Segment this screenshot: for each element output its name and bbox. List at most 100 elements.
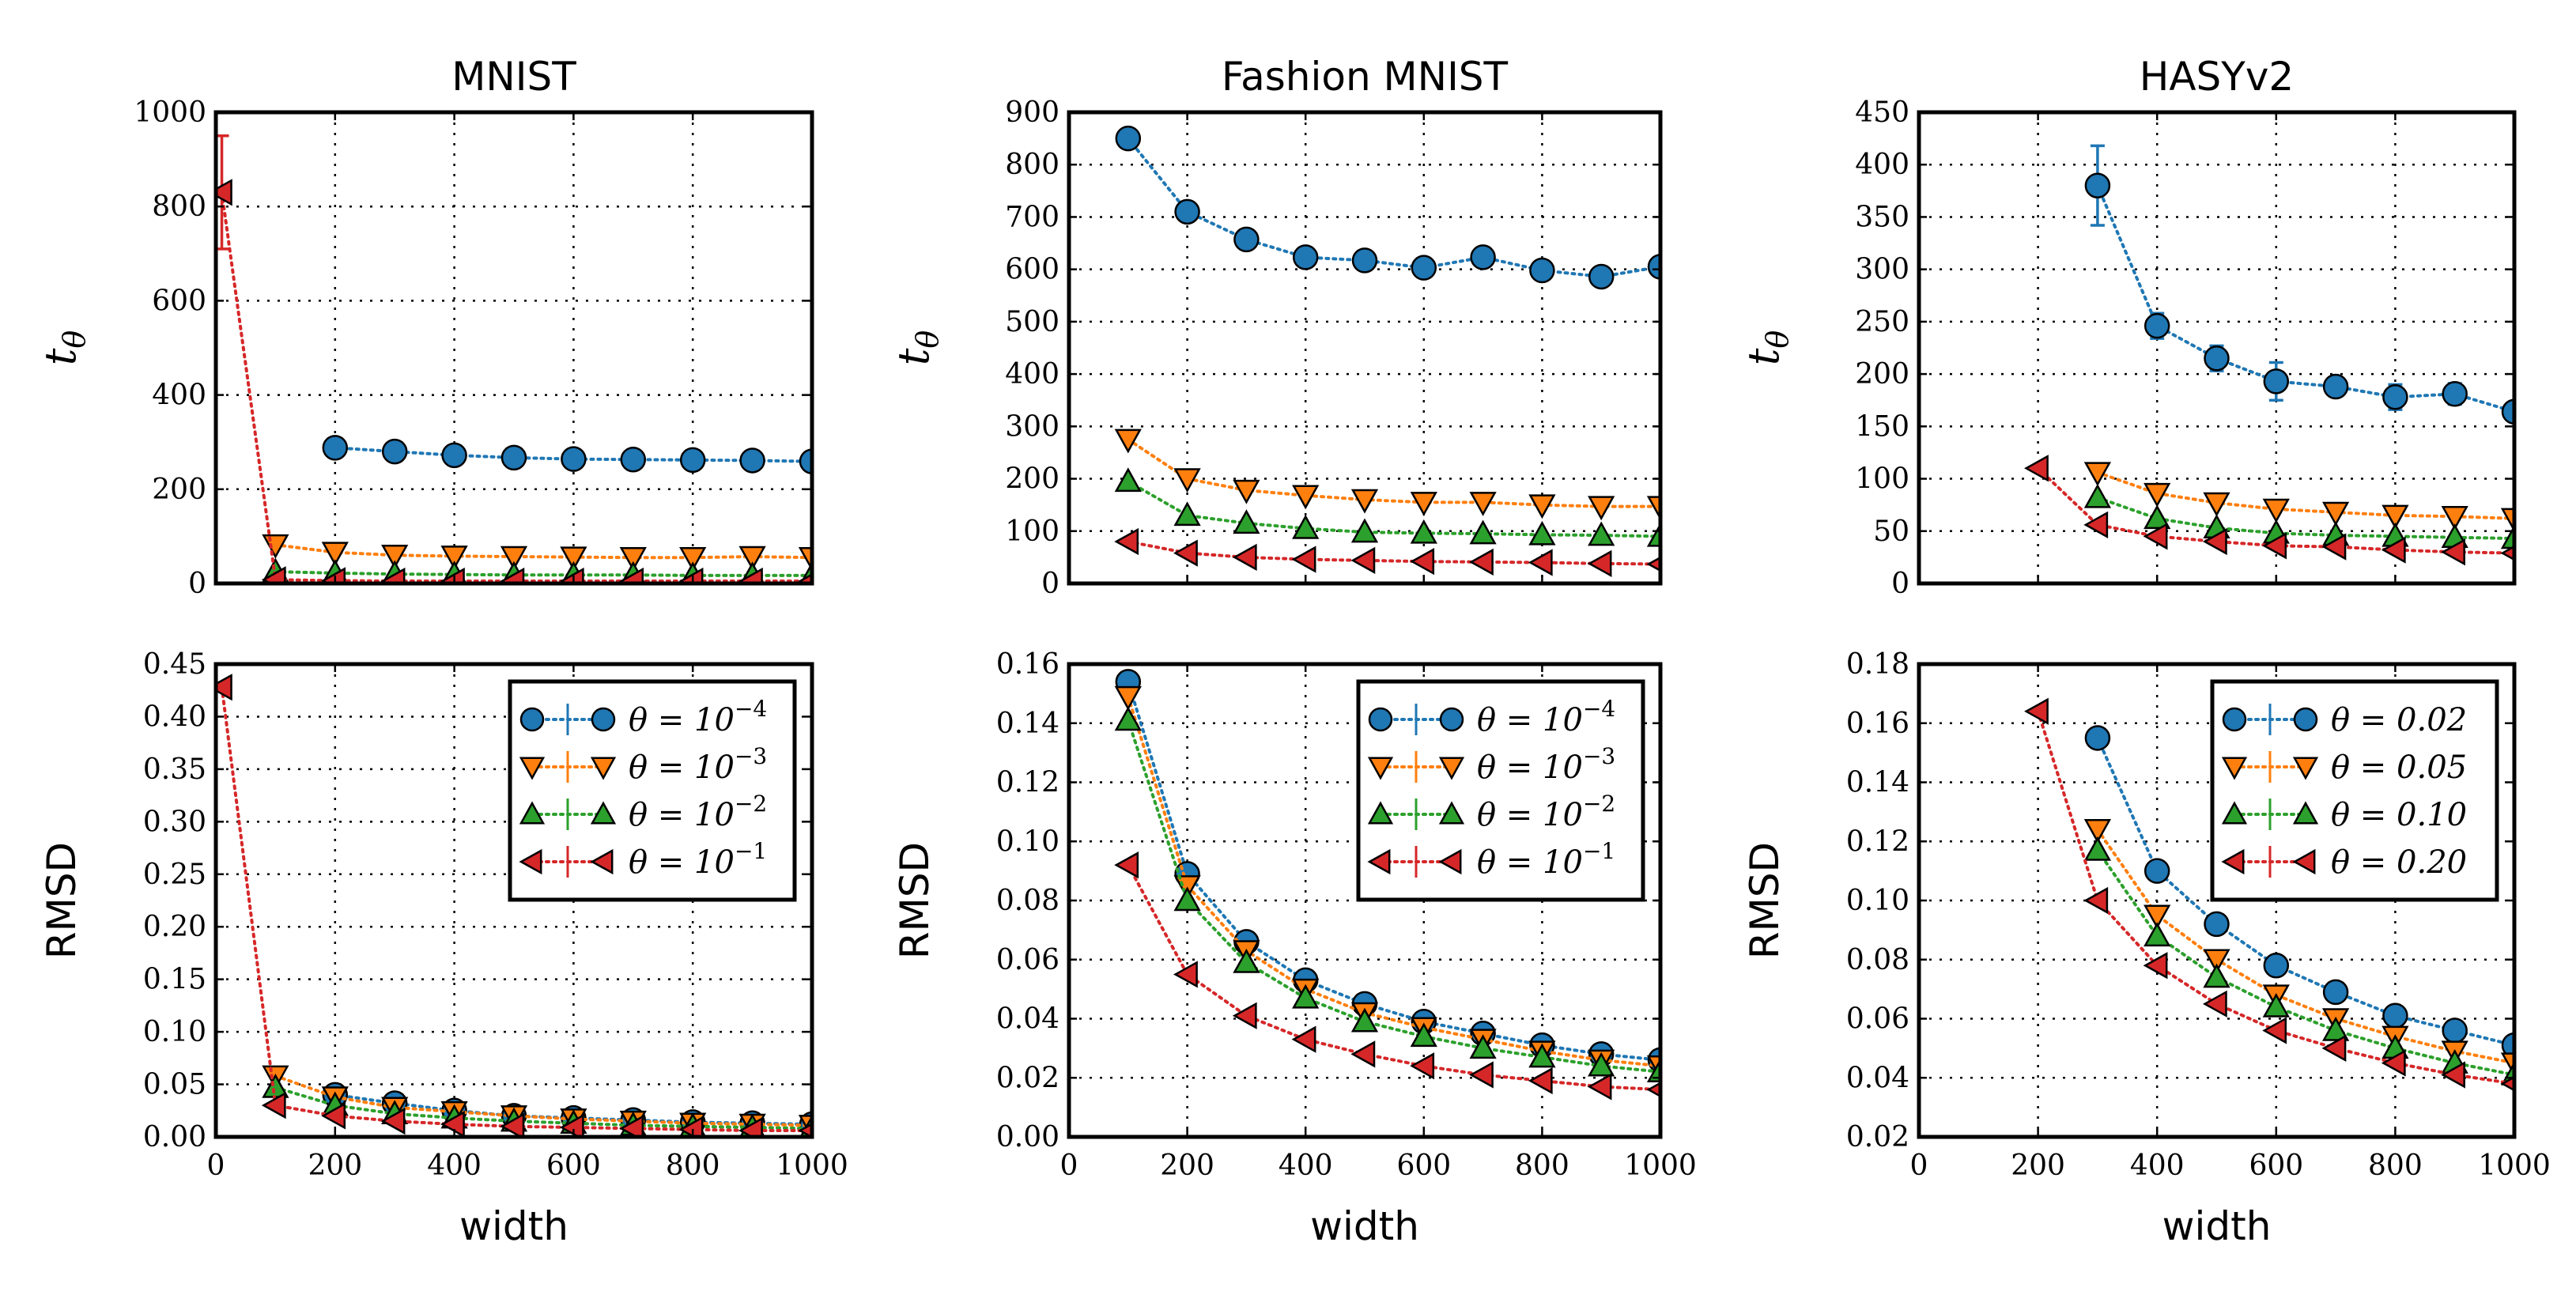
y-tick-label: 0.10 bbox=[143, 1016, 206, 1048]
data-point-tri-left bbox=[2321, 1034, 2347, 1062]
data-point-tri-up bbox=[2083, 483, 2112, 508]
data-point-circle bbox=[2084, 725, 2111, 751]
x-tick-label: 400 bbox=[427, 1150, 482, 1182]
legend-marker-tri-up bbox=[2292, 801, 2319, 825]
y-tick-label: 800 bbox=[1005, 149, 1059, 181]
data-point-tri-down bbox=[2203, 949, 2230, 974]
data-point-circle bbox=[2382, 383, 2408, 410]
data-point-tri-left bbox=[1232, 1002, 1257, 1029]
data-point-tri-left bbox=[216, 179, 232, 206]
data-point-tri-down bbox=[1233, 479, 1260, 504]
y-tick-label: 400 bbox=[1855, 149, 1909, 181]
legend-label-exponent: −2 bbox=[735, 791, 767, 817]
data-point-circle bbox=[1529, 257, 1555, 284]
data-point-tri-left bbox=[2202, 990, 2227, 1018]
data-point-tri-down bbox=[2500, 508, 2514, 533]
y-tick-label: 100 bbox=[1855, 463, 1909, 496]
data-point-circle bbox=[1115, 125, 1142, 152]
data-point-tri-left bbox=[1114, 527, 1139, 556]
legend-marker-tri-up bbox=[2221, 801, 2248, 825]
data-point-tri-up bbox=[1469, 519, 1497, 545]
legend-label: θ = 0.10 bbox=[2331, 797, 2467, 833]
data-point-tri-up bbox=[1469, 1034, 1497, 1059]
legend-label: θ = 10−4 bbox=[1477, 696, 1615, 738]
data-point-tri-left bbox=[2024, 455, 2049, 482]
data-point-tri-down bbox=[1173, 468, 1201, 493]
legend-label-base: θ = 10 bbox=[1477, 797, 1583, 833]
axes-frame bbox=[1067, 110, 1663, 586]
data-point-circle bbox=[2084, 172, 2111, 198]
series-line-1 bbox=[1126, 695, 1660, 1068]
y-label-base: t bbox=[36, 348, 85, 365]
data-point-tri-down bbox=[1528, 494, 1556, 519]
data-point-tri-up bbox=[1114, 467, 1142, 493]
panel-hasy_r: 0 200 400 600 800 1000 0.02 0.04 0.06 0.08 0.10 0.1… bbox=[1742, 648, 2551, 1249]
y-tick-label: 0 bbox=[1891, 568, 1909, 600]
data-point-tri-down bbox=[1292, 485, 1320, 510]
data-point-tri-left bbox=[1173, 961, 1198, 988]
y-axis-label: RMSD bbox=[892, 842, 938, 959]
legend-marker-tri-down bbox=[2292, 757, 2319, 780]
legend-label-base: θ = 10 bbox=[629, 702, 735, 738]
data-point-circle bbox=[679, 447, 706, 474]
legend-label-base: θ = 0.05 bbox=[2331, 749, 2467, 786]
legend-label: θ = 0.02 bbox=[2331, 702, 2467, 738]
legend-marker-tri-down bbox=[519, 757, 546, 780]
legend-marker-tri-up bbox=[1367, 801, 1394, 825]
data-point-tri-left bbox=[559, 1113, 584, 1137]
legend-marker-circle bbox=[1439, 707, 1464, 732]
data-point-tri-left bbox=[1232, 543, 1257, 572]
legend-marker-circle bbox=[591, 707, 616, 732]
legend-label: θ = 10−1 bbox=[629, 838, 767, 881]
data-point-tri-up bbox=[1588, 521, 1615, 546]
data-point-circle bbox=[1470, 244, 1496, 270]
legend-marker-circle bbox=[519, 707, 545, 732]
data-point-tri-left bbox=[559, 567, 584, 583]
data-point-circle bbox=[441, 442, 467, 469]
data-point-tri-down bbox=[2441, 505, 2468, 530]
data-point-circle bbox=[799, 448, 812, 474]
y-tick-label: 0.14 bbox=[1846, 767, 1909, 799]
y-tick-label: 0.12 bbox=[1846, 825, 1909, 858]
y-tick-label: 100 bbox=[1005, 515, 1059, 548]
legend-marker-tri-up bbox=[1438, 801, 1465, 825]
legend-label-exponent: −4 bbox=[735, 696, 767, 722]
panel-fashion_t: 0 100 200 300 400 500 600 700 800 900 Fashion MNIS… bbox=[889, 54, 1663, 600]
data-point-tri-up bbox=[1410, 519, 1437, 544]
x-tick-label: 0 bbox=[207, 1150, 225, 1182]
data-point-tri-left bbox=[2381, 536, 2406, 564]
legend-marker-tri-down bbox=[590, 757, 617, 780]
y-tick-label: 200 bbox=[152, 474, 206, 506]
y-tick-label: 200 bbox=[1855, 358, 1909, 391]
y-tick-label: 400 bbox=[152, 379, 206, 412]
data-point-tri-left bbox=[2143, 523, 2168, 550]
y-tick-label: 0.16 bbox=[1846, 708, 1909, 740]
data-point-tri-down bbox=[1410, 492, 1437, 516]
plot-area bbox=[2024, 697, 2514, 1092]
data-point-tri-left bbox=[261, 566, 286, 583]
data-point-circle bbox=[1174, 198, 1200, 225]
data-point-tri-up bbox=[1528, 1043, 1556, 1068]
axes-frame bbox=[213, 110, 814, 586]
panel-mnist_r: 0 200 400 600 800 1000 0.00 0.05 0.10 0.15 0.20 0.2… bbox=[39, 648, 848, 1249]
data-point-tri-left bbox=[2321, 533, 2347, 561]
data-point-tri-down bbox=[2321, 501, 2350, 527]
data-point-tri-left bbox=[1291, 1025, 1316, 1053]
x-tick-label: 0 bbox=[1060, 1150, 1078, 1182]
y-tick-label: 0.12 bbox=[996, 767, 1059, 799]
data-point-tri-left bbox=[2024, 697, 2049, 725]
data-point-tri-left bbox=[2143, 952, 2168, 980]
plot-area bbox=[2024, 144, 2514, 566]
data-point-tri-left bbox=[2381, 1049, 2406, 1077]
y-tick-label: 400 bbox=[1005, 358, 1059, 391]
data-point-circle bbox=[2144, 312, 2170, 339]
series-line-1 bbox=[274, 543, 812, 560]
legend-label-base: θ = 0.20 bbox=[2331, 844, 2467, 881]
data-point-circle bbox=[2322, 373, 2349, 400]
data-point-tri-left bbox=[619, 567, 644, 583]
data-point-tri-up bbox=[1350, 518, 1379, 543]
data-point-tri-up bbox=[2203, 963, 2230, 988]
data-point-tri-down bbox=[500, 546, 528, 571]
data-point-tri-down bbox=[738, 546, 766, 571]
x-tick-label: 400 bbox=[1279, 1150, 1333, 1182]
